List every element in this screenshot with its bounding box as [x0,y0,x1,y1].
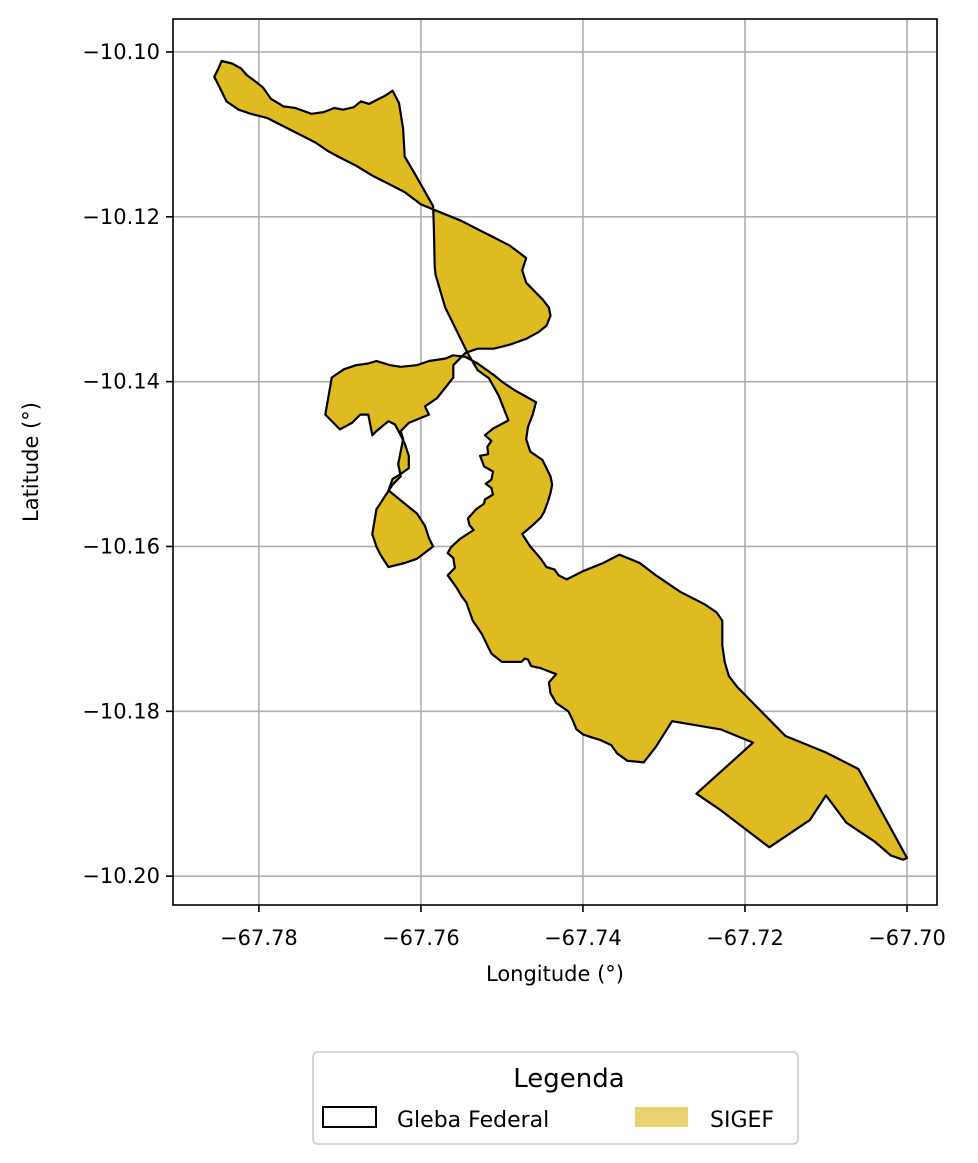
plot-frame [172,18,938,906]
y-axis-label: Latitude (°) [19,402,43,522]
y-axis-ticks: −10.10 −10.12 −10.14 −10.16 −10.18 −10.20 [82,40,173,888]
y-tick-label: −10.18 [82,699,160,723]
grid-lines [173,19,937,905]
y-tick-label: −10.14 [82,370,160,394]
y-tick-label: −10.16 [82,534,160,558]
legend-swatch-sigef [635,1107,688,1127]
y-tick-label: −10.10 [82,40,160,64]
x-tick-label: −67.74 [544,926,622,950]
legend-swatch-gleba-federal [322,1106,377,1128]
y-tick-label: −10.12 [82,205,160,229]
x-axis-ticks: −67.78 −67.76 −67.74 −67.72 −67.70 [220,905,946,950]
legend-title: Legenda [513,1064,624,1094]
legend-label-gleba-federal: Gleba Federal [397,1108,549,1133]
x-tick-label: −67.78 [220,926,298,950]
x-tick-label: −67.72 [706,926,784,950]
x-tick-label: −67.70 [868,926,946,950]
y-tick-label: −10.20 [82,864,160,888]
legend: Legenda Gleba Federal SIGEF [312,1051,799,1145]
x-tick-label: −67.76 [382,926,460,950]
gleba-polygon [213,59,909,861]
legend-label-sigef: SIGEF [710,1108,774,1133]
x-axis-label: Longitude (°) [486,962,624,986]
